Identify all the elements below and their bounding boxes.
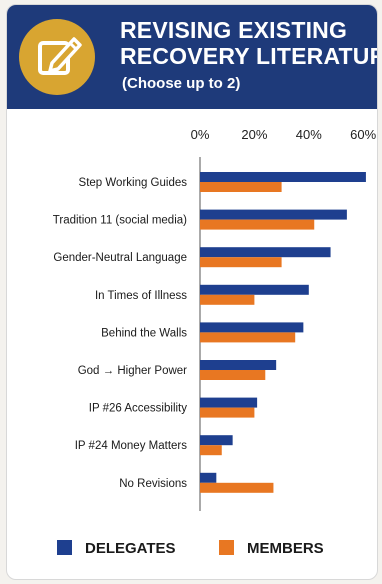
- delegates-bar: [200, 209, 347, 220]
- legend-delegates-swatch: [57, 540, 72, 555]
- members-bar: [200, 257, 282, 268]
- category-label: Step Working Guides: [79, 177, 188, 189]
- delegates-bar: [200, 172, 366, 182]
- legend-delegates-label: DELEGATES: [85, 540, 176, 557]
- members-bar: [200, 182, 282, 192]
- x-tick-label: 20%: [241, 127, 267, 142]
- members-bar: [200, 294, 255, 305]
- category-label: Tradition 11 (social media): [53, 215, 187, 227]
- chart-subtitle: (Choose up to 2): [122, 75, 241, 92]
- legend-members-label: MEMBERS: [247, 540, 324, 557]
- delegates-bar: [200, 247, 331, 258]
- members-bar: [200, 219, 315, 230]
- bar-chart: 0% 20% 40% 60% Step Working Guides Tradition …: [53, 127, 377, 557]
- category-label: No Revisions: [119, 478, 187, 490]
- chart-title: REVISING EXISTING RECOVERY LITERATURE: [120, 17, 378, 69]
- members-bar: [200, 407, 255, 418]
- delegates-bar: [200, 397, 258, 408]
- delegates-bar: [200, 435, 233, 446]
- category-label: Gender-Neutral Language: [53, 252, 187, 264]
- members-bar: [200, 370, 266, 380]
- members-bar: [200, 482, 274, 493]
- delegates-bar: [200, 284, 309, 295]
- x-tick-label: 0%: [191, 127, 210, 142]
- pencil-on-notepad-icon: [19, 19, 95, 95]
- delegates-bar: [200, 472, 217, 483]
- chart-card: REVISING EXISTING RECOVERY LITERATURE (C…: [6, 4, 378, 580]
- delegates-bar: [200, 360, 277, 370]
- members-bar: [200, 332, 296, 343]
- category-label: In Times of Illness: [95, 290, 187, 302]
- category-label: IP #24 Money Matters: [75, 440, 188, 452]
- legend-members-swatch: [219, 540, 234, 555]
- chart-title-line-2: RECOVERY LITERATURE: [120, 43, 378, 69]
- header-banner: REVISING EXISTING RECOVERY LITERATURE (C…: [7, 5, 377, 109]
- x-tick-label: 40%: [296, 127, 322, 142]
- delegates-bar: [200, 322, 304, 333]
- chart-title-line-1: REVISING EXISTING: [120, 17, 348, 43]
- members-bar: [200, 445, 222, 456]
- x-tick-label: 60%: [350, 127, 376, 142]
- category-label: IP #26 Accessibility: [89, 403, 187, 415]
- category-label: Behind the Walls: [101, 327, 187, 339]
- category-label: God → Higher Power: [78, 365, 187, 377]
